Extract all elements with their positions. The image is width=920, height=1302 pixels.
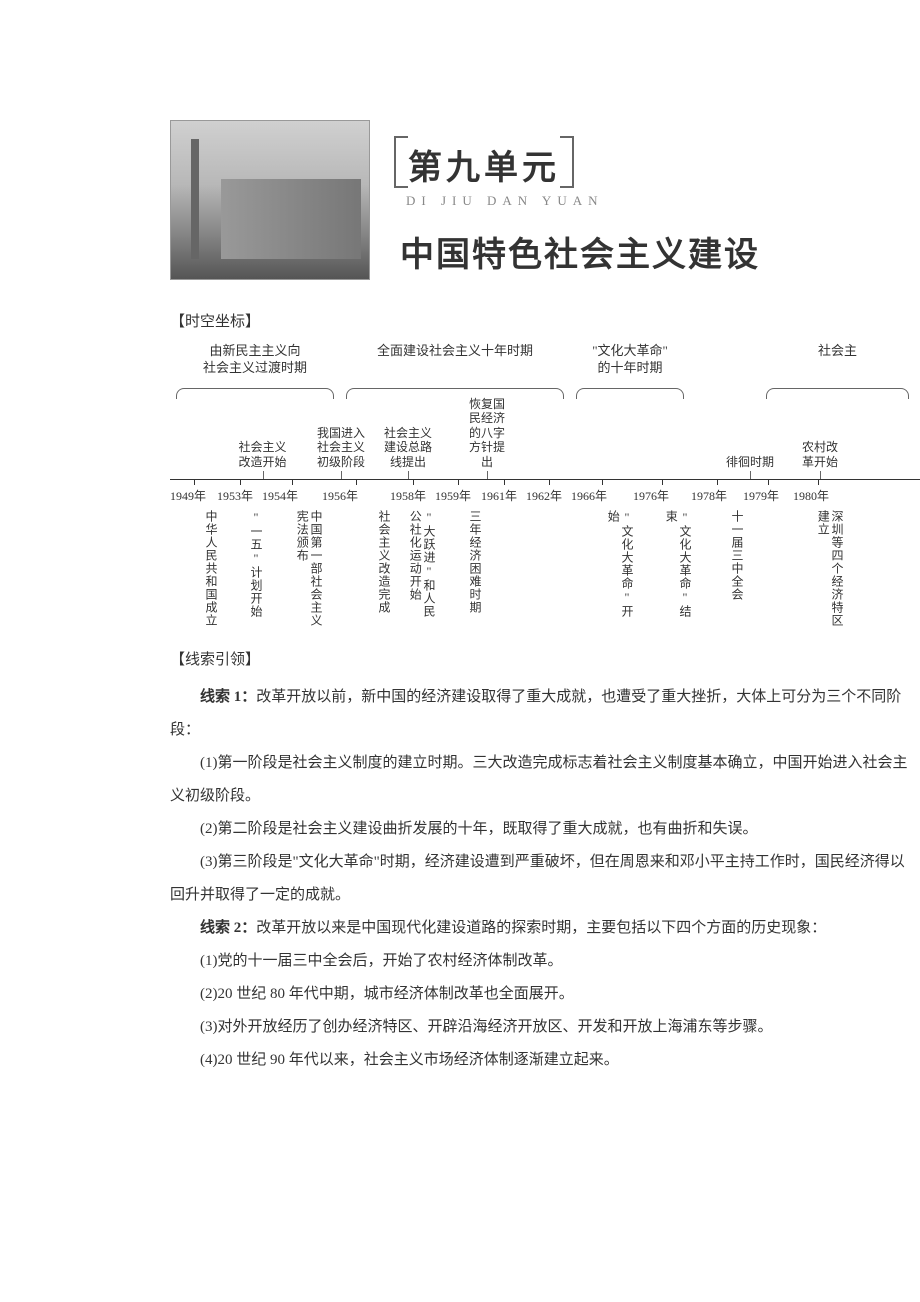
timeline-tick — [793, 480, 843, 497]
main-title: 中国特色社会主义建设 — [400, 227, 760, 276]
timeline-lower-event: "大跃进"和人民公社化运动开始 — [390, 510, 435, 630]
timeline-tick — [743, 480, 793, 497]
para-7: (4)20 世纪 90 年代以来，社会主义市场经济体制逐渐建立起来。 — [170, 1044, 915, 1077]
timeline-lower-events: 中华人民共和国成立"一五"计划开始中国第一部社会主义宪法颁布社会主义改造完成"大… — [170, 510, 920, 630]
timeline-period: 由新民主主义向社会主义过渡时期 — [170, 343, 340, 399]
timeline-upper-event: 社会主义改造开始 — [220, 440, 305, 479]
timeline-lower-event: "文化大革命"结束 — [633, 510, 691, 630]
timeline: 由新民主主义向社会主义过渡时期全面建设社会主义十年时期"文化大革命"的十年时期社… — [170, 343, 920, 630]
clue1-lead: 线索 1： — [200, 689, 256, 705]
timeline-lower-event: 中国第一部社会主义宪法颁布 — [262, 510, 322, 630]
unit-pinyin: DI JIU DAN YUAN — [406, 193, 760, 209]
para-3: (3)第三阶段是"文化大革命"时期，经济建设遭到严重破坏，但在周恩来和邓小平主持… — [170, 846, 915, 912]
timeline-tick — [217, 480, 262, 497]
body-text: 线索 1：改革开放以前，新中国的经济建设取得了重大成就，也遭受了重大挫折，大体上… — [170, 681, 915, 1077]
timeline-period: "文化大革命"的十年时期 — [570, 343, 690, 399]
timeline-tick — [633, 480, 691, 497]
timeline-period: 社会主 — [760, 343, 915, 399]
timeline-tick — [571, 480, 633, 497]
timeline-period: 全面建设社会主义十年时期 — [340, 343, 570, 399]
para-6: (3)对外开放经历了创办经济特区、开辟沿海经济开放区、开发和开放上海浦东等步骤。 — [170, 1011, 915, 1044]
timeline-lower-event: 中华人民共和国成立 — [170, 510, 217, 630]
timeline-lower-event: 三年经济困难时期 — [435, 510, 481, 630]
timeline-lower-event: "一五"计划开始 — [217, 510, 262, 630]
timeline-tick — [170, 480, 217, 497]
timeline-section-label: 【时空坐标】 — [170, 310, 920, 331]
timeline-upper-events: 社会主义改造开始我国进入社会主义初级阶段社会主义建设总路线提出恢复国民经济的八字… — [170, 399, 920, 479]
para-5: (2)20 世纪 80 年代中期，城市经济体制改革也全面展开。 — [170, 978, 915, 1011]
timeline-axis — [170, 479, 920, 497]
unit-title: 第九单元 — [408, 140, 560, 189]
header-row: 第九单元 DI JIU DAN YUAN 中国特色社会主义建设 — [170, 120, 920, 280]
title-block: 第九单元 DI JIU DAN YUAN 中国特色社会主义建设 — [400, 120, 760, 276]
timeline-tick — [390, 480, 435, 497]
timeline-tick — [262, 480, 322, 497]
timeline-upper-event: 徘徊时期 — [715, 455, 785, 479]
timeline-upper-event: 恢复国民经济的八字方针提出 — [439, 397, 535, 479]
unit-title-bracket: 第九单元 — [400, 140, 568, 189]
timeline-upper-event: 社会主义建设总路线提出 — [377, 426, 439, 479]
para-4: (1)党的十一届三中全会后，开始了农村经济体制改革。 — [170, 945, 915, 978]
clue2-lead: 线索 2： — [200, 920, 256, 936]
timeline-lower-event: 十一届三中全会 — [691, 510, 743, 630]
timeline-tick — [435, 480, 481, 497]
timeline-periods-row: 由新民主主义向社会主义过渡时期全面建设社会主义十年时期"文化大革命"的十年时期 社… — [170, 343, 920, 399]
clue1: 线索 1：改革开放以前，新中国的经济建设取得了重大成就，也遭受了重大挫折，大体上… — [170, 681, 915, 747]
timeline-lower-event: 深圳等四个经济特区建立 — [793, 510, 843, 630]
para-1: (1)第一阶段是社会主义制度的建立时期。三大改造完成标志着社会主义制度基本确立，… — [170, 747, 915, 813]
timeline-tick — [691, 480, 743, 497]
clue1-text: 改革开放以前，新中国的经济建设取得了重大成就，也遭受了重大挫折，大体上可分为三个… — [170, 689, 901, 738]
para-2: (2)第二阶段是社会主义建设曲折发展的十年，既取得了重大成就，也有曲折和失误。 — [170, 813, 915, 846]
timeline-lower-event: 社会主义改造完成 — [322, 510, 390, 630]
clue2-text: 改革开放以来是中国现代化建设道路的探索时期，主要包括以下四个方面的历史现象： — [256, 920, 826, 936]
clue2: 线索 2：改革开放以来是中国现代化建设道路的探索时期，主要包括以下四个方面的历史… — [170, 912, 915, 945]
guide-section-label: 【线索引领】 — [170, 648, 920, 669]
timeline-lower-event: "文化大革命"开始 — [571, 510, 633, 630]
timeline-tick — [322, 480, 390, 497]
unit-cover-image — [170, 120, 370, 280]
timeline-upper-event: 农村改革开始 — [785, 440, 855, 479]
timeline-tick — [526, 480, 571, 497]
timeline-tick — [481, 480, 526, 497]
timeline-upper-event: 我国进入社会主义初级阶段 — [305, 426, 377, 479]
